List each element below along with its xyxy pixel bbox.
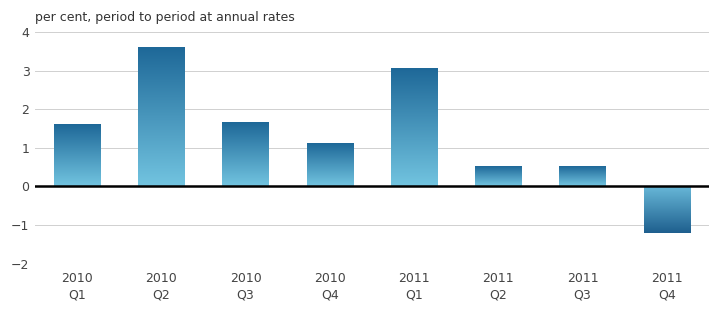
Text: per cent, period to period at annual rates: per cent, period to period at annual rat…: [35, 11, 294, 24]
